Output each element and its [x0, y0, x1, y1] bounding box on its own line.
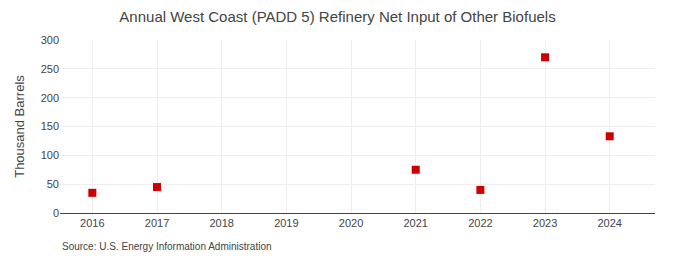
svg-text:100: 100	[41, 149, 59, 161]
svg-text:2024: 2024	[597, 217, 621, 229]
svg-text:0: 0	[53, 207, 59, 219]
svg-text:50: 50	[47, 178, 59, 190]
svg-text:2017: 2017	[145, 217, 169, 229]
svg-text:150: 150	[41, 120, 59, 132]
svg-text:2018: 2018	[209, 217, 233, 229]
svg-text:2023: 2023	[533, 217, 557, 229]
svg-text:2020: 2020	[339, 217, 363, 229]
svg-text:2016: 2016	[80, 217, 104, 229]
svg-text:300: 300	[41, 34, 59, 46]
svg-text:2019: 2019	[274, 217, 298, 229]
svg-text:250: 250	[41, 63, 59, 75]
svg-text:Thousand Barrels: Thousand Barrels	[12, 75, 27, 178]
svg-text:Annual West Coast (PADD 5) Ref: Annual West Coast (PADD 5) Refinery Net …	[119, 8, 555, 25]
svg-text:Source: U.S. Energy Informatio: Source: U.S. Energy Information Administ…	[62, 241, 272, 252]
svg-text:2021: 2021	[403, 217, 427, 229]
svg-text:200: 200	[41, 92, 59, 104]
svg-text:2022: 2022	[468, 217, 492, 229]
